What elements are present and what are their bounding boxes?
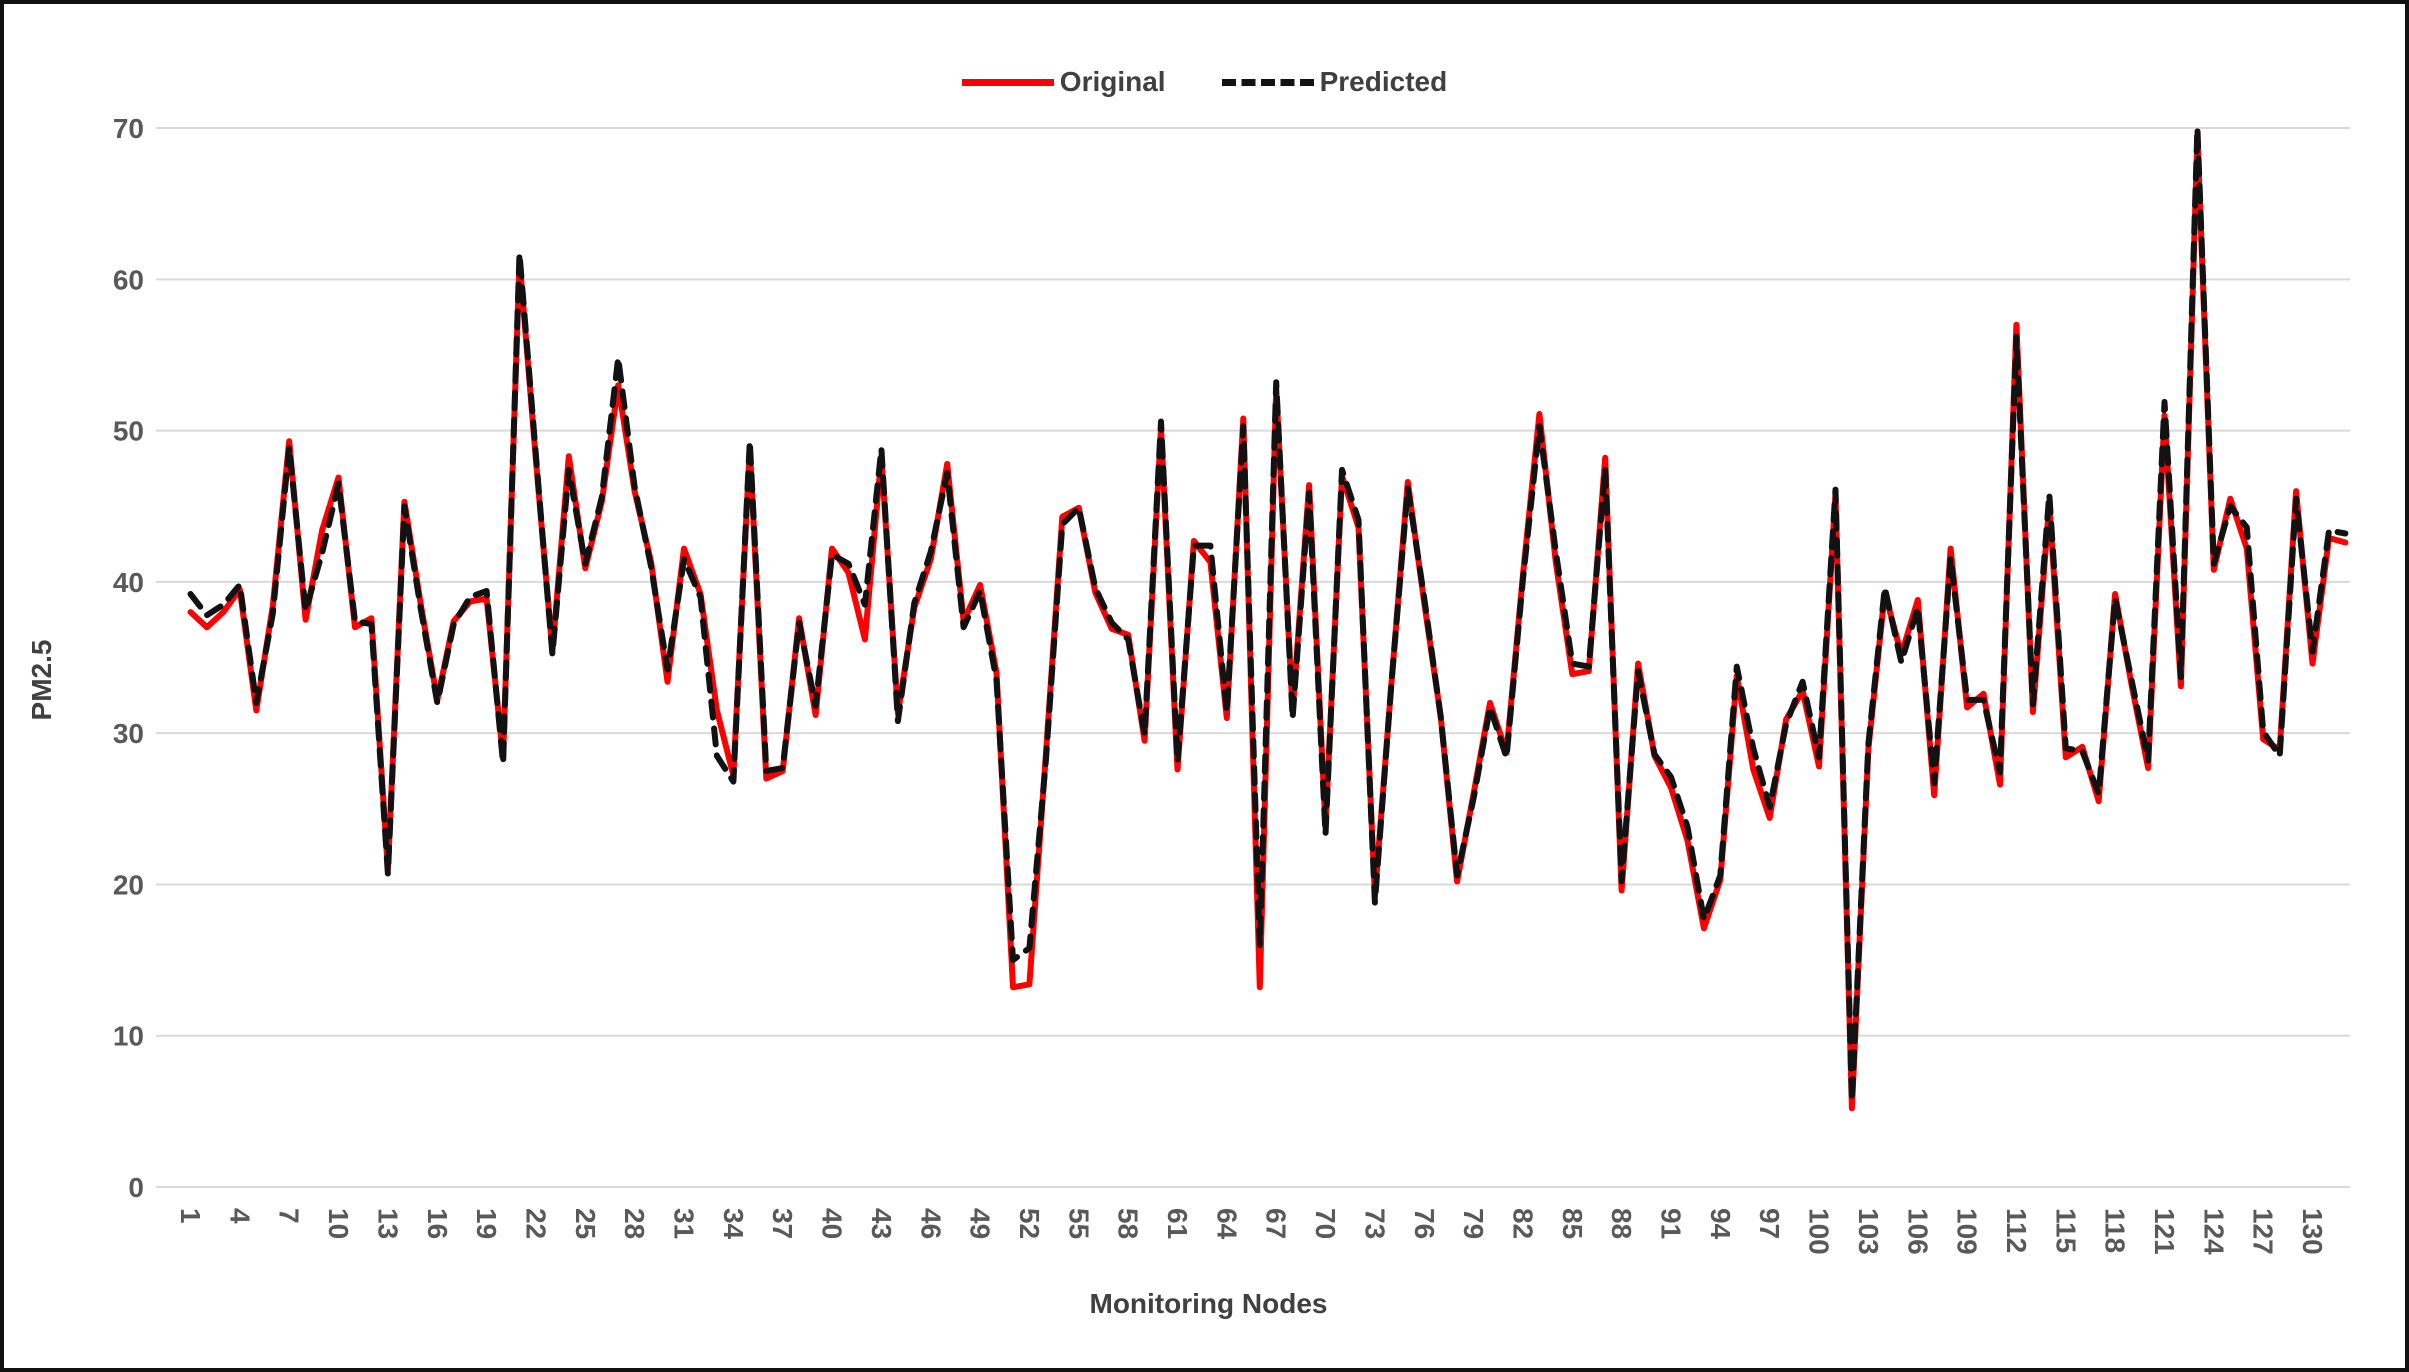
x-tick-label: 76 xyxy=(1409,1208,1440,1239)
x-tick-label: 22 xyxy=(520,1208,551,1239)
x-tick-label: 61 xyxy=(1162,1208,1193,1239)
x-tick-label: 13 xyxy=(372,1208,403,1239)
x-tick-label: 127 xyxy=(2248,1208,2279,1255)
y-tick-label: 30 xyxy=(113,718,144,749)
x-tick-label: 118 xyxy=(2100,1208,2131,1253)
x-tick-label: 121 xyxy=(2149,1208,2180,1255)
x-tick-label: 130 xyxy=(2297,1208,2328,1255)
x-tick-label: 100 xyxy=(1804,1208,1835,1255)
x-tick-label: 37 xyxy=(767,1208,798,1239)
x-tick-label: 73 xyxy=(1359,1208,1390,1239)
y-axis-title: PM2.5 xyxy=(26,639,57,721)
x-tick-label: 97 xyxy=(1754,1208,1785,1239)
x-tick-label: 46 xyxy=(915,1208,946,1239)
predicted-series-line xyxy=(187,125,2349,1104)
x-tick-label: 94 xyxy=(1705,1208,1736,1240)
x-tick-label: 4 xyxy=(224,1208,255,1224)
y-tick-label: 10 xyxy=(113,1021,144,1052)
x-tick-label: 103 xyxy=(1853,1208,1884,1255)
x-tick-label: 106 xyxy=(1902,1208,1933,1255)
x-axis-tick-labels: 1 4 7 10 13 16 19 22 25 28 31 34 37 40 43 46 49 52 55 58 61 6… xyxy=(175,1208,2328,1255)
y-tick-label: 0 xyxy=(128,1172,144,1203)
x-tick-label: 109 xyxy=(1952,1208,1983,1255)
x-tick-label: 16 xyxy=(422,1208,453,1239)
y-tick-label: 60 xyxy=(113,264,144,295)
x-tick-label: 10 xyxy=(323,1208,354,1239)
x-tick-label: 43 xyxy=(866,1208,897,1239)
x-tick-label: 115 xyxy=(2050,1208,2081,1253)
x-tick-label: 31 xyxy=(669,1208,700,1239)
y-tick-label: 20 xyxy=(113,869,144,900)
y-axis-tick-labels: 0 10 20 30 40 50 60 70 xyxy=(113,113,144,1203)
x-tick-label: 52 xyxy=(1014,1208,1045,1239)
x-tick-label: 64 xyxy=(1211,1208,1242,1240)
x-tick-label: 82 xyxy=(1507,1208,1538,1239)
x-tick-label: 124 xyxy=(2198,1208,2229,1255)
x-axis-title: Monitoring Nodes xyxy=(1089,1288,1328,1319)
x-tick-label: 34 xyxy=(718,1208,749,1240)
y-tick-label: 50 xyxy=(113,416,144,447)
pm25-line-chart: 0 10 20 30 40 50 60 70 1 4 7 10 13 16 19 22 25 28 31 34 37 40… xyxy=(113,113,2350,1255)
x-tick-label: 7 xyxy=(274,1208,305,1224)
x-tick-label: 88 xyxy=(1606,1208,1637,1239)
x-tick-label: 40 xyxy=(817,1208,848,1239)
x-tick-label: 55 xyxy=(1063,1208,1094,1239)
x-tick-label: 67 xyxy=(1261,1208,1292,1239)
x-tick-label: 28 xyxy=(619,1208,650,1239)
x-tick-label: 70 xyxy=(1310,1208,1341,1239)
x-tick-label: 91 xyxy=(1656,1208,1687,1239)
x-tick-label: 19 xyxy=(471,1208,502,1239)
x-tick-label: 112 xyxy=(2001,1208,2032,1253)
y-tick-label: 40 xyxy=(113,567,144,598)
x-tick-label: 25 xyxy=(570,1208,601,1239)
x-tick-label: 79 xyxy=(1458,1208,1489,1239)
x-tick-label: 58 xyxy=(1113,1208,1144,1239)
y-tick-label: 70 xyxy=(113,113,144,144)
x-tick-label: 1 xyxy=(175,1208,206,1224)
x-tick-label: 85 xyxy=(1557,1208,1588,1239)
x-tick-label: 49 xyxy=(965,1208,996,1239)
